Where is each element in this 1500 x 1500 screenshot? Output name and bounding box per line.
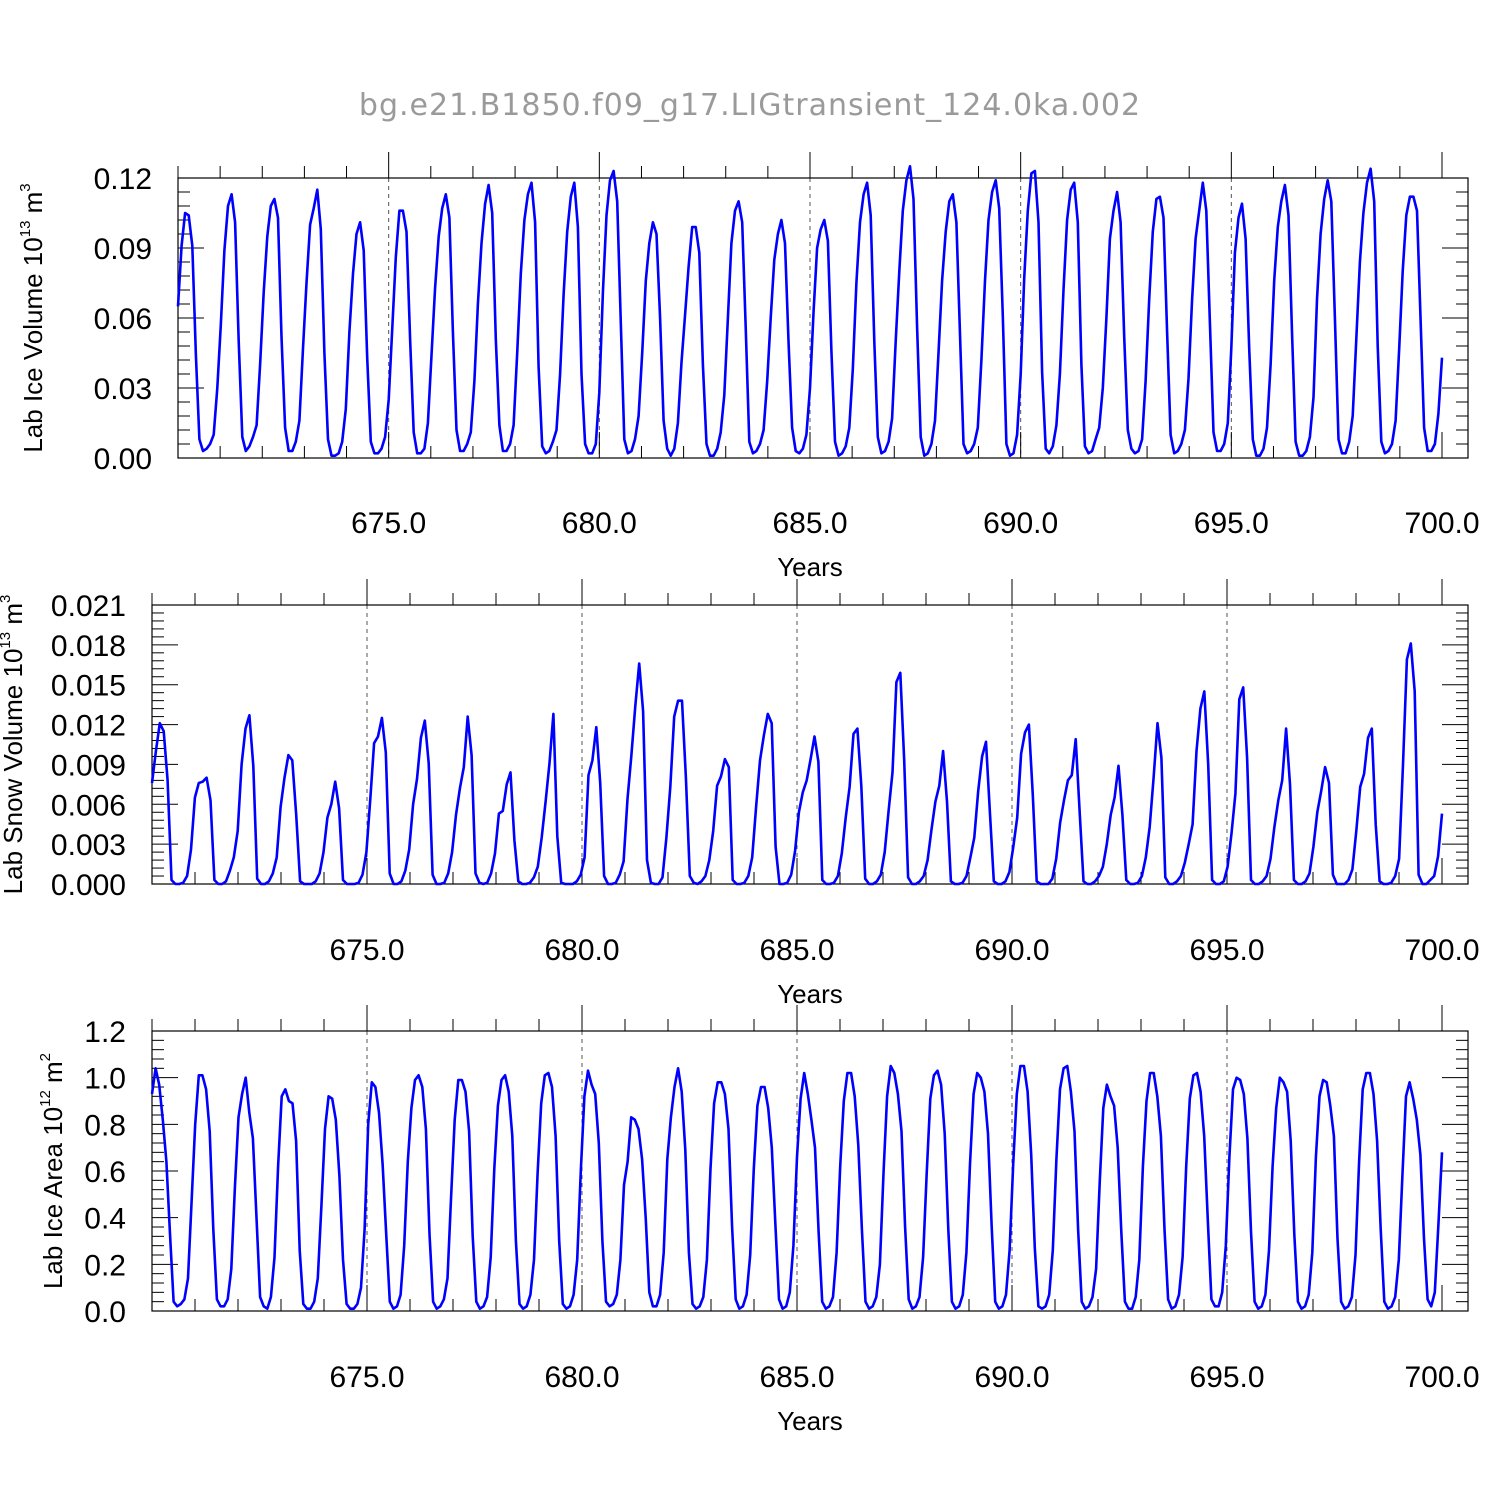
chart-panel-1: 675.0 680.0 685.0 690.0 695.0 700.0 Years 0.00 0… — [17, 152, 1480, 582]
x-tick-label: 685.0 — [759, 1361, 834, 1394]
y-tick-label: 0.015 — [51, 670, 126, 703]
x-tick-label: 690.0 — [983, 507, 1058, 540]
y-tick-label: 1.2 — [84, 1016, 126, 1049]
chart-panel-3: 675.0 680.0 685.0 690.0 695.0 700.0 Years 0.0 0.… — [37, 1005, 1480, 1436]
x-tick-label: 700.0 — [1404, 507, 1479, 540]
y-axis-title-unit-exponent: 3 — [0, 595, 14, 603]
data-series-line — [176, 165, 1444, 458]
y-axis-title-text: Lab Ice Volume 10 — [18, 237, 48, 452]
y-axis-title: Lab Ice Volume 1013 m3 — [17, 183, 48, 452]
y-axis-title: Lab Snow Volume 1013 m3 — [0, 595, 28, 895]
y-axis-title-unit-exponent: 2 — [37, 1053, 54, 1061]
y-tick-label: 0.12 — [94, 163, 152, 196]
y-tick-label: 0.0 — [84, 1296, 126, 1329]
y-tick-label: 0.06 — [94, 303, 152, 336]
x-tick-label: 675.0 — [329, 934, 404, 967]
y-axis-title-unit: m — [18, 192, 48, 221]
plot-frame — [151, 1030, 1469, 1312]
x-tick-label: 700.0 — [1404, 1361, 1479, 1394]
x-tick-label: 675.0 — [329, 1361, 404, 1394]
y-axis-title-text: Lab Ice Area 10 — [38, 1107, 68, 1289]
y-tick-label: 0.4 — [84, 1203, 126, 1236]
y-axis-title-unit-exponent: 3 — [17, 183, 34, 191]
x-tick-label: 680.0 — [544, 1361, 619, 1394]
x-tick-label: 700.0 — [1404, 934, 1479, 967]
x-tick-label: 690.0 — [974, 934, 1049, 967]
y-axis-title-exponent: 13 — [0, 632, 14, 649]
x-tick-label: 695.0 — [1189, 1361, 1264, 1394]
y-tick-label: 0.003 — [51, 829, 126, 862]
x-axis-title: Years — [777, 552, 843, 582]
y-axis-title-text: Lab Snow Volume 10 — [0, 649, 28, 895]
x-tick-label: 675.0 — [351, 507, 426, 540]
x-tick-label: 695.0 — [1194, 507, 1269, 540]
x-tick-label: 695.0 — [1189, 934, 1264, 967]
y-tick-label: 0.03 — [94, 373, 152, 406]
y-tick-label: 0.2 — [84, 1249, 126, 1282]
panels: 675.0 680.0 685.0 690.0 695.0 700.0Years0.000… — [0, 152, 1480, 1436]
y-tick-label: 0.8 — [84, 1109, 126, 1142]
figure-title: bg.e21.B1850.f09_g17.LIGtransient_124.0k… — [359, 88, 1141, 123]
data-series-line — [150, 642, 1444, 886]
y-tick-label: 0.009 — [51, 749, 126, 782]
y-axis-title-exponent: 13 — [17, 221, 34, 238]
y-tick-label: 0.012 — [51, 710, 126, 743]
x-axis-title: Years — [777, 979, 843, 1009]
y-tick-label: 0.09 — [94, 233, 152, 266]
x-tick-label: 685.0 — [759, 934, 834, 967]
y-tick-label: 0.006 — [51, 789, 126, 822]
y-tick-label: 0.018 — [51, 630, 126, 663]
x-tick-label: 685.0 — [772, 507, 847, 540]
y-axis-title-unit: m — [0, 603, 28, 632]
x-axis-title: Years — [777, 1406, 843, 1436]
y-tick-label: 0.6 — [84, 1156, 126, 1189]
y-axis-title: Lab Ice Area 1012 m2 — [37, 1053, 68, 1289]
plot-frame — [151, 604, 1469, 885]
x-tick-label: 690.0 — [974, 1361, 1049, 1394]
x-tick-label: 680.0 — [562, 507, 637, 540]
y-tick-label: 0.00 — [94, 443, 152, 476]
y-axis-title-unit: m — [38, 1061, 68, 1090]
x-tick-label: 680.0 — [544, 934, 619, 967]
y-tick-label: 0.000 — [51, 869, 126, 902]
y-tick-label: 1.0 — [84, 1063, 126, 1096]
data-series-line — [150, 1064, 1444, 1310]
chart-panel-2: 675.0 680.0 685.0 690.0 695.0 700.0 Years 0.000… — [0, 579, 1480, 1009]
y-axis-title-exponent: 12 — [37, 1090, 54, 1107]
y-tick-label: 0.021 — [51, 590, 126, 623]
